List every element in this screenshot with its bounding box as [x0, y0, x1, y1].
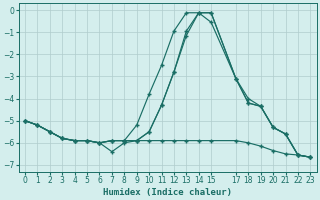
- X-axis label: Humidex (Indice chaleur): Humidex (Indice chaleur): [103, 188, 232, 197]
